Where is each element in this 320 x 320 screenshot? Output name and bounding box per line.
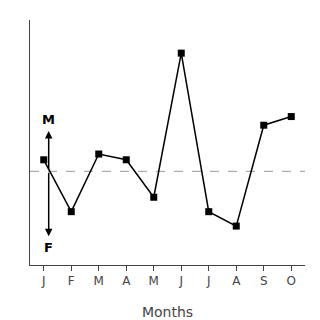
svg-text:S: S (260, 274, 268, 288)
svg-text:A: A (122, 274, 131, 288)
svg-text:J: J (178, 274, 183, 288)
svg-text:M: M (149, 274, 159, 288)
svg-text:M: M (42, 112, 55, 127)
svg-text:F: F (44, 240, 53, 255)
svg-text:Months: Months (142, 304, 193, 320)
svg-text:J: J (206, 274, 211, 288)
svg-text:J: J (41, 274, 46, 288)
svg-text:A: A (232, 274, 241, 288)
svg-text:M: M (94, 274, 104, 288)
svg-text:F: F (68, 274, 75, 288)
svg-text:O: O (287, 274, 296, 288)
